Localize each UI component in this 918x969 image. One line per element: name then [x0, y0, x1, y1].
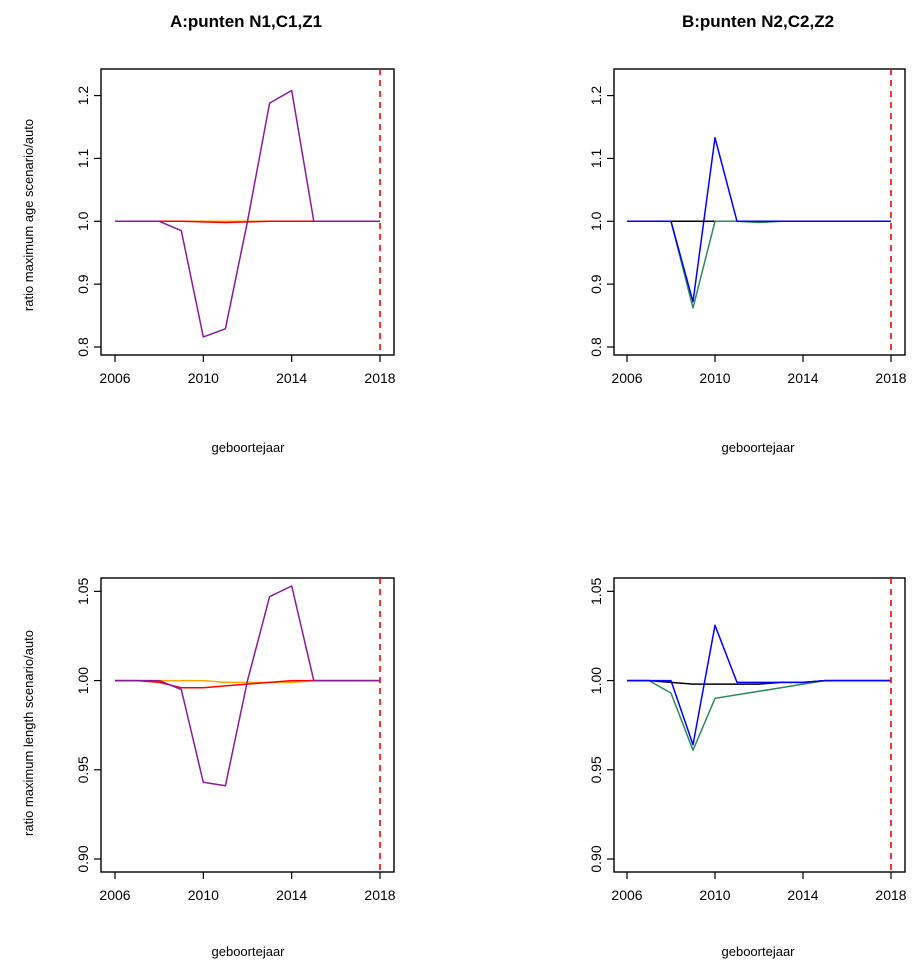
panel-a-xtick-label: 2010 [188, 370, 219, 386]
panel-a-xtick-label: 2014 [276, 370, 307, 386]
panel-a-xtick-label: 2018 [364, 370, 395, 386]
panel-c-xlabel: geboortejaar [212, 944, 286, 959]
panel-a-ytick-label: 1.2 [75, 86, 91, 106]
panel-d-series-line [627, 624, 891, 746]
panel-a-ylabel: ratio maximum age scenario/auto [21, 119, 36, 311]
panel-d-xtick-label: 2006 [611, 887, 642, 903]
panel-b-ytick-label: 1.1 [588, 148, 604, 168]
panel-d-xtick-label: 2014 [787, 887, 818, 903]
panel-d-ytick-label: 1.05 [588, 578, 604, 605]
panel-c-xtick-label: 2018 [364, 887, 395, 903]
panel-a-plot-area [100, 68, 395, 356]
panel-d-xtick-label: 2010 [699, 887, 730, 903]
panel-a-ytick-label: 0.9 [75, 274, 91, 294]
panel-d-plot-area [613, 577, 906, 873]
panel-c-plot-area [100, 577, 395, 873]
panel-b-ytick-label: 1.2 [588, 86, 604, 106]
panel-b-xtick-label: 2006 [611, 370, 642, 386]
panel-a-age: A:punten N1,C1,Z1 ratio maximum age scen… [21, 12, 396, 455]
panel-b-title: B:punten N2,C2,Z2 [682, 12, 834, 31]
panel-b-ytick-label: 1.0 [588, 211, 604, 231]
panel-b-ytick-label: 0.9 [588, 274, 604, 294]
panel-d-ytick-label: 0.95 [588, 756, 604, 783]
panel-c-xtick-label: 2006 [99, 887, 130, 903]
panel-a-xlabel: geboortejaar [212, 440, 286, 455]
panel-b-xtick-label: 2014 [787, 370, 818, 386]
panel-a-title: A:punten N1,C1,Z1 [170, 12, 322, 31]
panel-c-ylabel: ratio maximum length scenario/auto [21, 630, 36, 836]
panel-c-xtick-label: 2010 [188, 887, 219, 903]
panel-c-length: ratio maximum length scenario/auto geboo… [21, 577, 396, 959]
panel-d-xtick-label: 2018 [875, 887, 906, 903]
panel-b-xtick-label: 2018 [875, 370, 906, 386]
panel-b-series-line [627, 136, 891, 303]
panel-d-ytick-label: 0.90 [588, 845, 604, 872]
panel-b-plot-area [613, 68, 906, 356]
panel-b-xtick-label: 2010 [699, 370, 730, 386]
panel-d-ytick-label: 1.00 [588, 667, 604, 694]
panel-a-ytick-label: 1.1 [75, 148, 91, 168]
panel-a-ytick-label: 1.0 [75, 211, 91, 231]
panel-a-ytick-label: 0.8 [75, 337, 91, 357]
panel-b-ytick-label: 0.8 [588, 337, 604, 357]
panel-d-xlabel: geboortejaar [722, 944, 796, 959]
panel-b-series-line [627, 220, 891, 309]
panel-c-ytick-label: 0.90 [75, 845, 91, 872]
panel-c-series-line [115, 585, 380, 787]
panel-b-age: B:punten N2,C2,Z2 geboortejaar 2006 2010 2… [588, 12, 907, 455]
panel-a-series-line [115, 89, 380, 338]
panel-c-ytick-label: 1.00 [75, 667, 91, 694]
panel-c-ytick-label: 0.95 [75, 756, 91, 783]
panel-c-ytick-label: 1.05 [75, 578, 91, 605]
panel-a-xtick-label: 2006 [99, 370, 130, 386]
panel-c-xtick-label: 2014 [276, 887, 307, 903]
panel-d-series-line [627, 679, 891, 751]
panel-d-length: geboortejaar 2006 2010 2014 2018 0.90 0.95 1.0… [588, 577, 907, 959]
panel-b-xlabel: geboortejaar [722, 440, 796, 455]
